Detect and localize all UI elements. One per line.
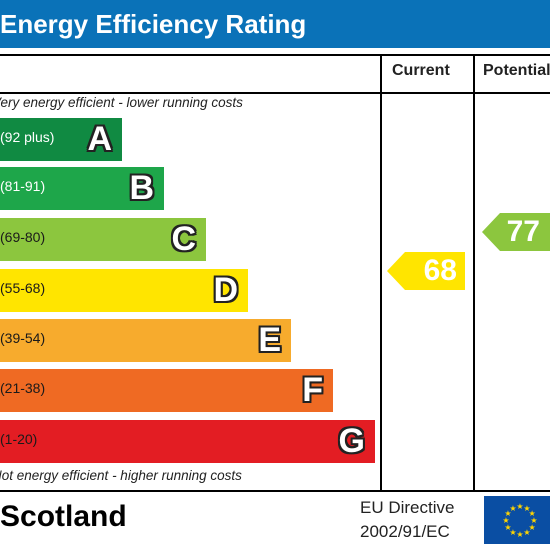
- eu-flag-stars: ★★★★★★★★★ ★ ★★: [502, 502, 537, 539]
- eu-star-icon: ★: [529, 509, 536, 518]
- potential-header-clip: Potential: [475, 54, 550, 92]
- header-bar: Energy Efficiency Rating: [0, 0, 550, 48]
- band-letter: F: [302, 371, 323, 409]
- potential-arrow-shape: [482, 213, 550, 251]
- eu-star-icon: ★: [509, 528, 516, 537]
- rating-band-c: (69-80) C: [0, 218, 206, 261]
- directive-line-2: 2002/91/EC: [360, 522, 450, 541]
- rating-band-a: (92 plus) A: [0, 118, 122, 161]
- eu-star-icon: ★: [516, 530, 523, 539]
- current-arrow-shape: [387, 252, 465, 290]
- potential-column-divider: [473, 54, 475, 492]
- top-note-clip: Very energy efficient - lower running co…: [0, 95, 378, 113]
- current-column-divider: [380, 54, 382, 492]
- band-letter: D: [213, 271, 238, 309]
- current-column-header: Current: [392, 62, 450, 79]
- table-top-border: [0, 54, 550, 56]
- band-range-label: (55-68): [0, 280, 46, 296]
- header-row-border: [0, 92, 550, 94]
- band-letter: B: [129, 169, 154, 207]
- current-rating-arrow: 68: [387, 252, 465, 295]
- directive-line-1: EU Directive: [360, 498, 455, 517]
- eu-star-icon: ★: [530, 516, 537, 525]
- rating-band-d: (55-68) D: [0, 269, 248, 312]
- bottom-note-clip: Not energy efficient - higher running co…: [0, 467, 378, 487]
- top-note: Very energy efficient - lower running co…: [0, 95, 243, 110]
- band-range-label: (81-91): [0, 178, 46, 194]
- bottom-note: Not energy efficient - higher running co…: [0, 468, 242, 483]
- rating-band-f: (21-38) F: [0, 369, 333, 412]
- eu-star-icon: ★: [516, 502, 523, 511]
- potential-rating-arrow: 77: [482, 213, 550, 256]
- eu-star-icon: ★: [509, 504, 516, 513]
- page-title: Energy Efficiency Rating: [0, 9, 307, 39]
- eu-flag-icon: ★ ★ ★ ★ ★ ★ ★ ★ ★ ★ ★ ★: [484, 496, 550, 544]
- band-letter: E: [258, 321, 281, 359]
- band-range-label: (39-54): [0, 330, 46, 346]
- eu-star-icon: ★: [504, 523, 511, 532]
- rating-band-b: (81-91) B: [0, 167, 164, 210]
- eu-star-icon: ★: [504, 509, 511, 518]
- eu-star-icon: ★: [502, 516, 509, 525]
- band-letter: C: [171, 220, 196, 258]
- band-range-label: (69-80): [0, 229, 46, 245]
- band-range-label: (92 plus): [0, 129, 55, 145]
- eu-star-icon: ★: [523, 504, 530, 513]
- rating-band-e: (39-54) E: [0, 319, 291, 362]
- eu-star-icon: ★: [529, 523, 536, 532]
- potential-column-header: Potential: [483, 62, 550, 79]
- band-range-label: (1-20): [0, 431, 38, 447]
- band-letter: A: [87, 120, 112, 158]
- potential-rating-value: 77: [506, 215, 540, 248]
- band-letter: G: [338, 422, 365, 460]
- eu-star-icon: ★: [523, 528, 530, 537]
- current-rating-value: 68: [423, 254, 457, 287]
- band-range-label: (21-38): [0, 380, 46, 396]
- region-name: Scotland: [0, 500, 127, 533]
- rating-band-g: (1-20) G: [0, 420, 375, 463]
- footer-top-border: [0, 490, 550, 492]
